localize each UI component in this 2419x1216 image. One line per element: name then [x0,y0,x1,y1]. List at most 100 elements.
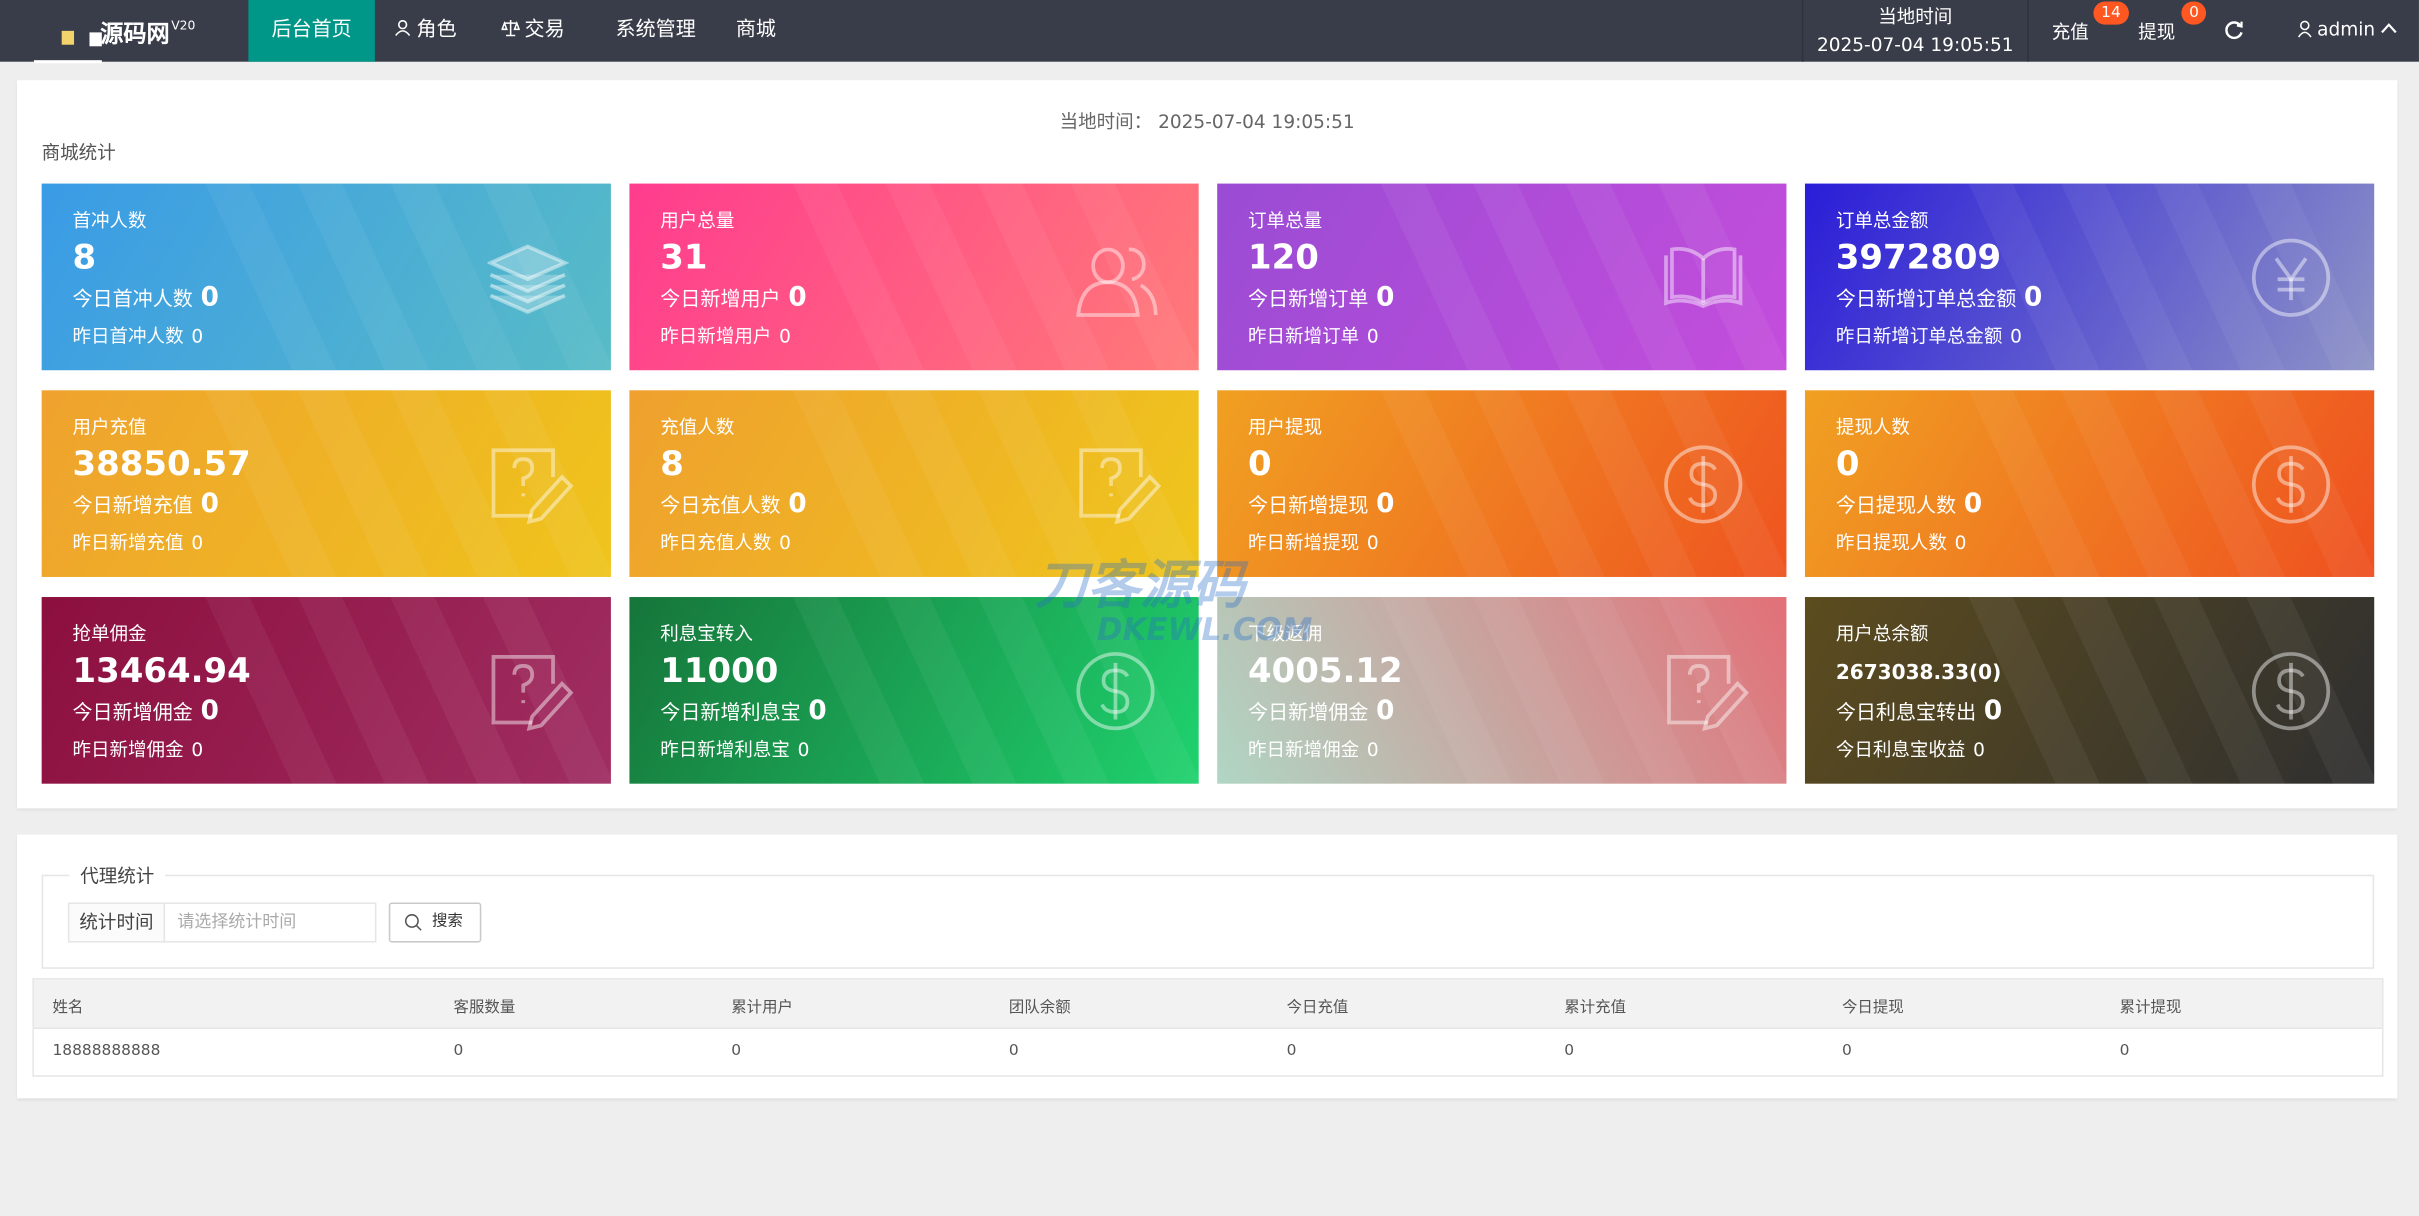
stats-panel: 当地时间： 2025-07-04 19:05:51 商城统计 首冲人数 8 今日首冲… [16,80,2398,809]
card-line: 今日新增用户 0 [660,282,806,313]
line-value: 0 [1954,532,1967,554]
card-value: 4005.12 [1248,652,1403,692]
logo[interactable]: 源码网 [100,20,170,48]
card-icon [1076,247,1158,317]
table-cell: 0 [1008,1042,1019,1060]
column-header: 累计用户 [731,999,793,1017]
card-line: 昨日新增提现 0 [1248,529,1379,555]
line-label: 昨日新增充值 [72,532,184,554]
card-icon [2251,445,2331,524]
menu-item[interactable]: 系统管理 [592,0,719,62]
table-cell: 0 [1564,1042,1575,1060]
stat-card[interactable]: 抢单佣金 13464.94 今日新增佣金 0 昨日新增佣金 0 [41,597,611,784]
menu-item[interactable]: 后台首页 [248,0,375,62]
line-label: 昨日新增提现 [1248,532,1360,554]
card-line: 昨日首冲人数 0 [73,322,204,348]
icon-stroke [501,20,521,37]
line-value: 0 [1366,738,1379,761]
icon-stroke [2251,445,2331,524]
line-value: 0 [1376,489,1395,520]
line-label: 今日提现人数 [1835,495,1957,519]
line-label: 昨日新增订单 [1248,325,1360,348]
card-title: 用户提现 [1248,416,1323,439]
card-line: 昨日新增用户 0 [660,322,791,348]
search-icon [404,914,422,931]
recharge[interactable]: 充值 [2051,21,2089,44]
line-label: 今日新增提现 [1248,495,1369,519]
icon-stroke [2275,461,2305,508]
stat-card[interactable]: 提现人数 0 今日提现人数 0 昨日提现人数 0 [1804,390,2375,577]
stat-card[interactable]: 用户总余额 2673038.33(0) 今日利息宝转出 0 今日利息宝收益 0 [1804,597,2375,784]
card-icon [2251,652,2331,731]
user-icon [2297,20,2312,38]
icon-stroke [487,244,570,282]
stat-card[interactable]: 充值人数 8 今日充值人数 0 昨日充值人数 0 [629,390,1199,577]
card-line: 昨日新增订单总金额 0 [1836,322,2022,348]
line-value: 0 [808,695,827,727]
icon-stroke [512,663,535,693]
clock-time: 2025-07-04 19:05:51 [1816,33,2014,56]
line-label: 今日新增充值 [72,495,193,519]
refresh-icon[interactable] [2225,20,2245,40]
menu-item[interactable]: 角色 [370,0,480,62]
menu-item[interactable]: 交易 [478,0,588,62]
card-title: 订单总量 [1248,209,1323,232]
card-line: 今日新增佣金 0 [1248,696,1394,727]
icon-stroke [489,293,566,315]
stat-card[interactable]: 首冲人数 8 今日首冲人数 0 昨日首冲人数 0 [41,183,611,371]
icon-stroke [512,457,535,486]
caret [2381,23,2397,34]
line-value: 0 [797,738,810,761]
menu-label: 商城 [735,18,777,42]
icon-stroke [1114,474,1162,525]
recharge-badge: 14 [2093,1,2129,25]
icon-stroke [526,681,574,731]
user[interactable]: admin [2317,18,2376,41]
line-value: 0 [1366,325,1379,348]
search-button[interactable]: 搜索 [388,902,482,943]
filter-box [41,874,2375,969]
stat-card[interactable]: 用户提现 0 今日新增提现 0 昨日新增提现 0 [1217,390,1787,577]
icon-stroke [1076,280,1140,317]
stat-card[interactable]: 利息宝转入 11000 今日新增利息宝 0 昨日新增利息宝 0 [629,597,1199,784]
icon-stroke [526,474,574,525]
stat-card[interactable]: 用户总量 31 今日新增用户 0 昨日新增用户 0 [629,183,1199,371]
line-value: 0 [779,325,791,348]
withdraw[interactable]: 提现 [2138,21,2176,44]
card-icon [1079,448,1162,525]
card-title: 抢单佣金 [72,623,147,645]
card-title: 用户充值 [72,416,147,439]
line-label: 今日新增利息宝 [660,701,801,726]
icon-stroke [2274,257,2308,283]
column-header: 累计提现 [2119,999,2182,1017]
table-cell: 0 [1841,1042,1852,1060]
icon-stroke [2275,668,2305,714]
icon-stroke [1702,681,1750,731]
stat-card[interactable]: 下级返佣 4005.12 今日新增佣金 0 昨日新增佣金 0 [1217,597,1787,784]
card-line: 昨日新增佣金 0 [73,736,204,762]
stat-card[interactable]: 订单总金额 3972809 今日新增订单总金额 0 昨日新增订单总金额 0 [1804,183,2375,371]
card-line: 今日利息宝收益 0 [1836,736,1985,762]
icon-stroke [489,283,566,304]
line-value: 0 [788,282,807,314]
line-label: 今日充值人数 [660,495,781,519]
card-icon [1667,655,1750,731]
card-line: 今日首冲人数 0 [73,282,219,313]
local-time: 当地时间： 2025-07-04 19:05:51 [17,108,2397,134]
top-bar: 源码网 V20 当地时间 2025-07-04 19:05:51 充值 14 提… [0,0,2419,62]
card-title: 提现人数 [1835,416,1910,439]
menu-item[interactable]: 商城 [713,0,799,62]
line-value: 0 [1376,282,1395,314]
menu-label: 角色 [416,18,457,42]
stat-card[interactable]: 订单总量 120 今日新增订单 0 昨日新增订单 0 [1217,183,1787,371]
menu-label: 后台首页 [271,18,352,42]
stat-card[interactable]: 用户充值 38850.57 今日新增充值 0 昨日新增充值 0 [41,390,611,577]
menu-label: 系统管理 [615,18,696,42]
card-title: 充值人数 [660,416,735,439]
card-line: 昨日新增佣金 0 [1248,736,1379,762]
line-label: 今日新增佣金 [1248,701,1369,726]
date-input[interactable]: 请选择统计时间 [163,902,377,943]
card-line: 昨日新增利息宝 0 [660,736,809,762]
line-value: 0 [191,532,204,554]
